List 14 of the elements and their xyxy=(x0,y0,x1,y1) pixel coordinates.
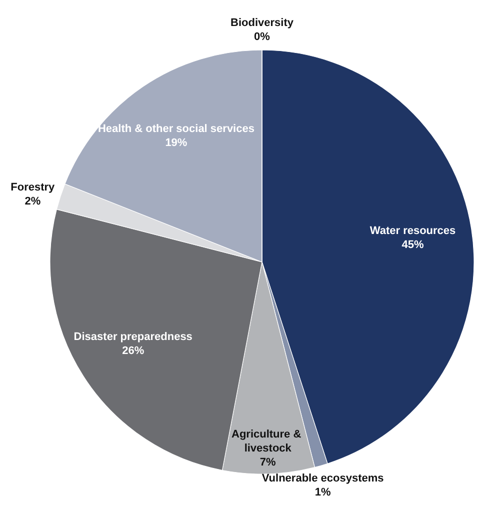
data-label: 26% xyxy=(122,344,144,357)
slice-label: Forestry xyxy=(10,182,56,194)
slice-label: Agriculture & livestock xyxy=(231,428,304,454)
text: 0% xyxy=(254,31,270,43)
slice-label: Water resources xyxy=(370,225,456,238)
slice-label: Disaster preparedness xyxy=(74,330,192,343)
data-label: 2% xyxy=(24,196,41,208)
data-label: 45% xyxy=(402,239,424,252)
data-label: 19% xyxy=(165,136,188,149)
data-label: 7% xyxy=(260,456,276,468)
slice-label: Vulnerable ecosystems xyxy=(262,472,384,484)
slice-label: Health & other social services xyxy=(98,122,254,135)
data-label: 1% xyxy=(314,486,331,498)
category-label: Biodiversity xyxy=(230,17,294,29)
